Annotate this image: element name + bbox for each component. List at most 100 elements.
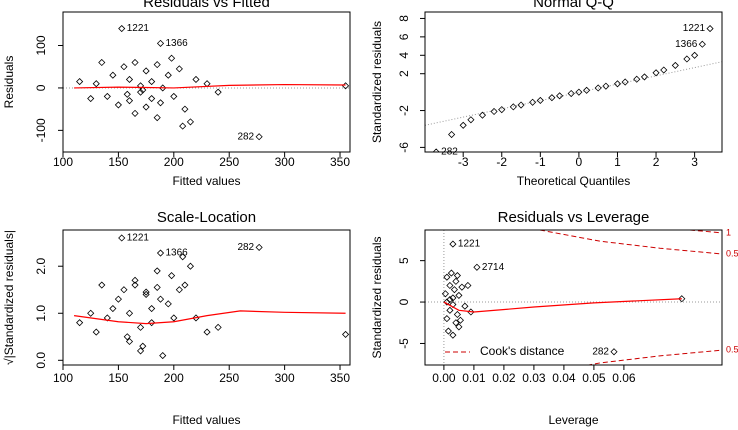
point bbox=[342, 330, 350, 338]
x-tick-label: 100 bbox=[53, 371, 73, 385]
y-tick-label: 0.0 bbox=[34, 352, 48, 369]
point bbox=[118, 24, 126, 33]
point bbox=[255, 133, 263, 141]
point bbox=[529, 98, 537, 106]
point bbox=[131, 58, 139, 67]
x-tick-label: 350 bbox=[330, 155, 350, 169]
point bbox=[449, 331, 457, 339]
point bbox=[458, 283, 466, 291]
x-tick-label: 200 bbox=[164, 371, 184, 385]
point bbox=[203, 328, 211, 336]
point bbox=[449, 294, 457, 302]
point bbox=[450, 286, 458, 294]
point bbox=[120, 63, 128, 71]
chart-title: Normal Q-Q bbox=[533, 0, 614, 11]
point bbox=[125, 97, 134, 105]
plot-frame bbox=[62, 11, 351, 153]
point bbox=[148, 319, 156, 327]
smooth-line bbox=[73, 310, 346, 325]
point bbox=[556, 92, 564, 100]
point bbox=[678, 295, 686, 303]
point bbox=[192, 75, 200, 84]
point bbox=[164, 71, 172, 79]
point bbox=[575, 88, 583, 96]
y-tick-label: -100 bbox=[34, 118, 48, 142]
chart-title: Scale-Location bbox=[157, 209, 256, 226]
point bbox=[139, 86, 147, 94]
y-tick-label: 2.0 bbox=[34, 258, 48, 275]
point bbox=[125, 337, 134, 346]
point bbox=[142, 288, 150, 296]
point bbox=[446, 281, 454, 290]
qq-line bbox=[425, 61, 722, 126]
x-tick-label: 300 bbox=[275, 155, 295, 169]
point bbox=[137, 323, 145, 331]
point bbox=[490, 107, 498, 116]
smooth-line bbox=[443, 298, 682, 313]
point bbox=[156, 249, 165, 257]
point bbox=[181, 105, 189, 113]
point bbox=[148, 78, 156, 86]
y-tick-label: 6 bbox=[397, 33, 411, 40]
point bbox=[156, 39, 165, 47]
point bbox=[137, 88, 145, 96]
point bbox=[683, 55, 691, 63]
x-tick-label: 150 bbox=[108, 371, 128, 385]
point bbox=[455, 323, 463, 331]
point-label: 2714 bbox=[482, 262, 505, 273]
point bbox=[640, 73, 649, 81]
point bbox=[153, 114, 161, 122]
point bbox=[455, 291, 463, 299]
x-tick-label: 350 bbox=[330, 371, 350, 385]
y-tick-label: 2 bbox=[397, 70, 411, 77]
y-tick-label: 0 bbox=[34, 84, 48, 91]
point bbox=[170, 314, 178, 322]
point bbox=[509, 103, 517, 111]
point-label: 1366 bbox=[166, 38, 189, 49]
point bbox=[153, 61, 161, 69]
point bbox=[137, 347, 145, 355]
point-label: 1221 bbox=[458, 239, 481, 250]
x-tick-label: 3 bbox=[691, 155, 698, 169]
point bbox=[131, 281, 139, 289]
point bbox=[583, 86, 591, 94]
point bbox=[148, 304, 156, 313]
point bbox=[98, 58, 106, 67]
x-axis-label: Fitted values bbox=[172, 413, 240, 427]
plot-area bbox=[73, 234, 350, 360]
point bbox=[444, 327, 452, 335]
point bbox=[464, 281, 472, 290]
point bbox=[123, 90, 131, 98]
y-axis-label: √|Standardized residuals| bbox=[2, 230, 16, 365]
point bbox=[453, 271, 461, 280]
x-axis-label: Leverage bbox=[548, 413, 598, 427]
x-tick-label: -1 bbox=[535, 155, 546, 169]
plot-frame bbox=[62, 229, 351, 366]
point bbox=[175, 286, 183, 294]
x-tick-label: 250 bbox=[219, 155, 239, 169]
point bbox=[536, 96, 544, 104]
point bbox=[633, 75, 641, 83]
chart-title: Residuals vs Leverage bbox=[498, 209, 650, 226]
x-tick-label: 300 bbox=[275, 371, 295, 385]
point bbox=[652, 69, 660, 77]
cooks-label: 0.5 bbox=[726, 344, 738, 354]
y-axis-label: Residuals bbox=[2, 56, 16, 109]
point bbox=[159, 84, 167, 92]
point bbox=[98, 281, 106, 289]
point bbox=[467, 116, 475, 124]
x-tick-label: 0.06 bbox=[612, 371, 636, 385]
cooks-distance-line bbox=[586, 349, 722, 365]
point bbox=[123, 333, 131, 341]
point-label: 282 bbox=[592, 346, 609, 357]
cooks-distance-line bbox=[539, 230, 722, 255]
point bbox=[432, 148, 440, 152]
plot-area bbox=[63, 24, 350, 141]
y-axis-label: Standardized residuals bbox=[370, 236, 384, 358]
point bbox=[179, 122, 187, 130]
x-tick-label: -3 bbox=[458, 155, 469, 169]
point bbox=[164, 300, 172, 308]
point-label: 1221 bbox=[127, 233, 150, 244]
x-tick-label: 0.05 bbox=[582, 371, 606, 385]
